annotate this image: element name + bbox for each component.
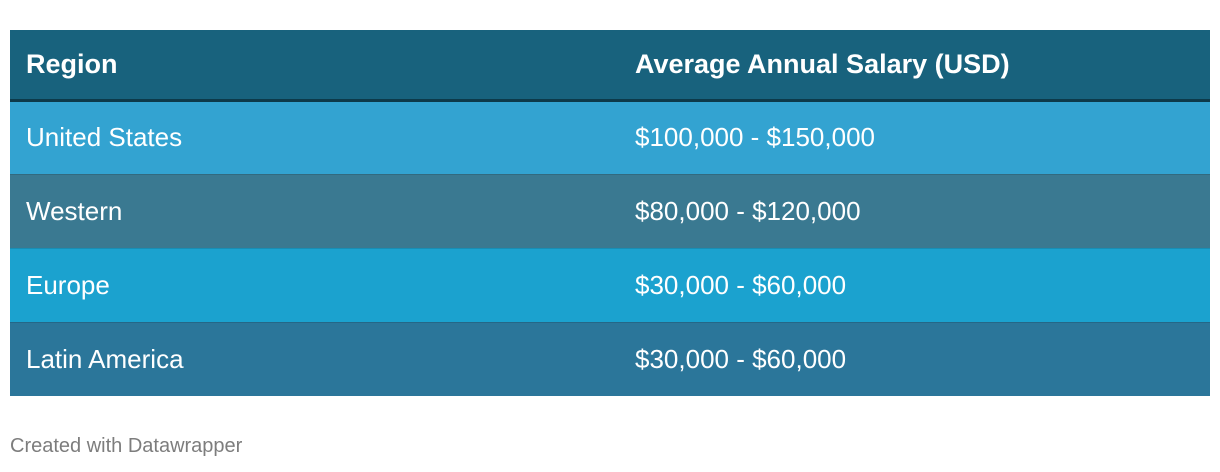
salary-table-container: Region Average Annual Salary (USD) Unite…	[10, 30, 1210, 396]
table-row: Europe $30,000 - $60,000	[10, 247, 1210, 322]
cell-salary: $30,000 - $60,000	[619, 247, 1210, 322]
cell-salary: $30,000 - $60,000	[619, 321, 1210, 396]
cell-region: Western	[10, 173, 619, 248]
table-row: United States $100,000 - $150,000	[10, 100, 1210, 174]
table-body: United States $100,000 - $150,000 Wester…	[10, 100, 1210, 396]
header-salary: Average Annual Salary (USD)	[619, 30, 1210, 102]
cell-region: United States	[26, 122, 183, 152]
salary-table: Region Average Annual Salary (USD) Unite…	[10, 30, 1210, 396]
header-region: Region	[10, 30, 619, 102]
table-header: Region Average Annual Salary (USD)	[10, 30, 1210, 102]
datawrapper-credit[interactable]: Created with Datawrapper	[10, 435, 243, 457]
cell-region: Latin America	[10, 321, 619, 396]
header-row: Region Average Annual Salary (USD)	[10, 30, 1210, 102]
cell-salary: $80,000 - $120,000	[619, 173, 1210, 248]
table-row: Western $80,000 - $120,000	[10, 173, 1210, 248]
cell-salary: $100,000 - $150,000	[635, 122, 875, 152]
cell-region: Europe	[10, 247, 619, 322]
table-row: Latin America $30,000 - $60,000	[10, 321, 1210, 396]
